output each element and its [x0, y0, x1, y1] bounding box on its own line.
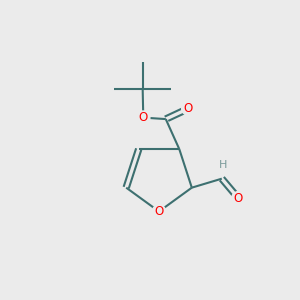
Circle shape	[232, 192, 245, 205]
Circle shape	[217, 159, 230, 172]
Text: O: O	[234, 192, 243, 205]
Text: O: O	[154, 205, 164, 218]
Text: O: O	[184, 102, 193, 115]
Circle shape	[137, 111, 150, 124]
Text: O: O	[139, 111, 148, 124]
Circle shape	[152, 205, 166, 218]
Circle shape	[182, 102, 195, 115]
Text: H: H	[219, 160, 227, 170]
